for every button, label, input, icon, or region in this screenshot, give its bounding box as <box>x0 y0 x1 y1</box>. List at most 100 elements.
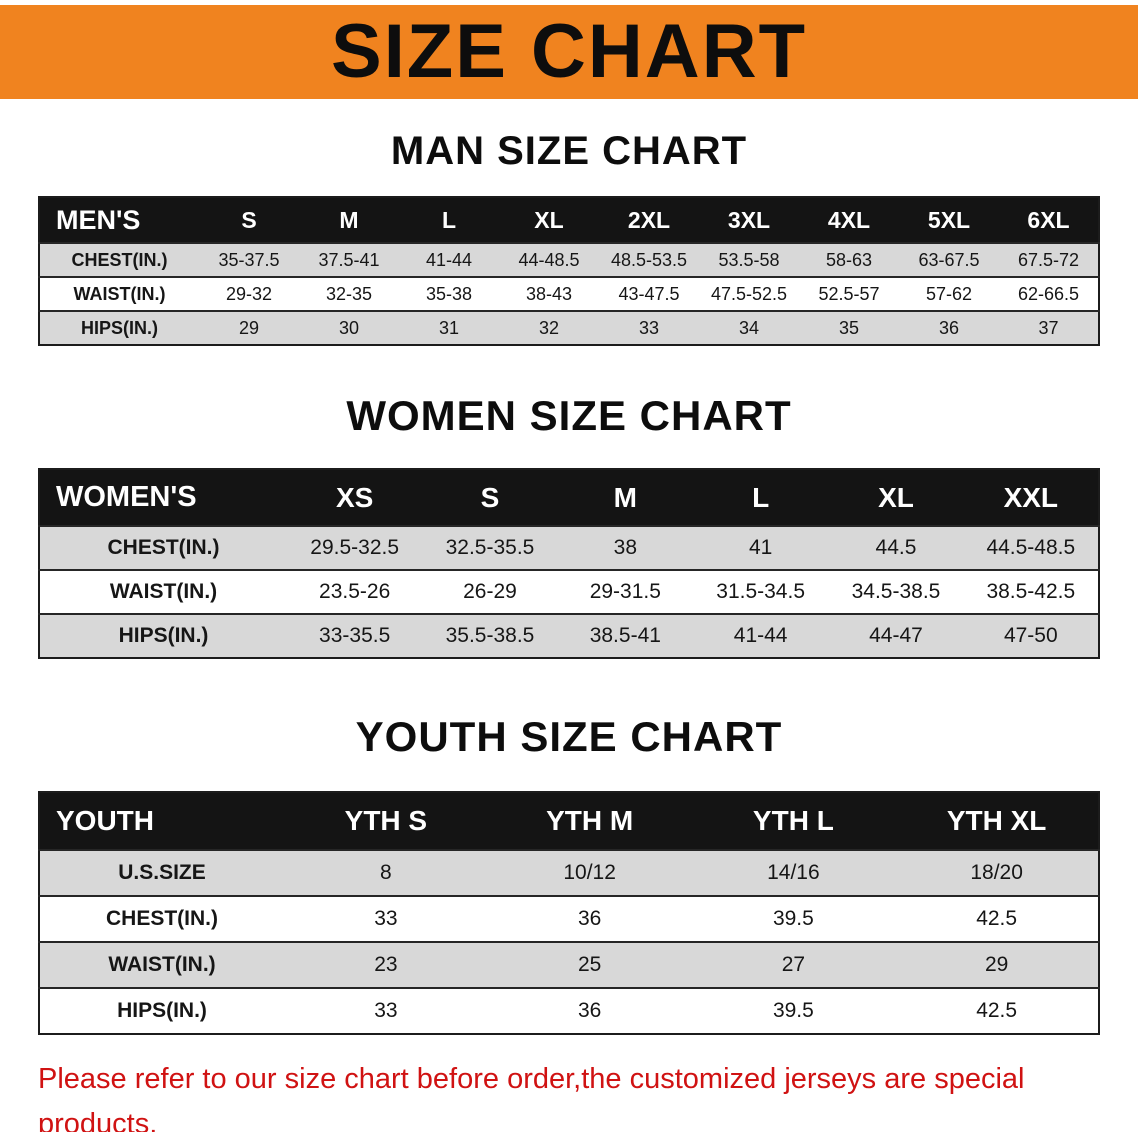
size-value: 30 <box>338 317 360 338</box>
row-label: HIPS(IN.) <box>117 999 207 1022</box>
table-row: HIPS(IN.) 33 36 39.5 42.5 <box>39 988 1099 1034</box>
size-value: 31.5-34.5 <box>716 580 806 603</box>
size-value: 35-38 <box>425 283 473 304</box>
size-column-header: S <box>199 197 299 243</box>
size-value: 35 <box>838 317 860 338</box>
size-value: 38.5-41 <box>589 624 661 647</box>
size-value: 35-37.5 <box>218 249 280 270</box>
table-category-header: MEN'S <box>39 197 199 243</box>
youth-size-chart-heading: YOUTH SIZE CHART <box>355 713 783 760</box>
table-row: CHEST(IN.) 29.5-32.5 32.5-35.5 38 41 44.5 44.5… <box>39 526 1099 570</box>
row-label: HIPS(IN.) <box>80 317 158 338</box>
size-value: 44.5 <box>875 536 917 559</box>
size-value: 23.5-26 <box>319 580 391 603</box>
size-value: 32-35 <box>325 283 373 304</box>
size-value: 14/16 <box>767 861 820 884</box>
table-header-row: YOUTH YTH S YTH M YTH L YTH XL <box>39 792 1099 850</box>
size-value: 33-35.5 <box>319 624 391 647</box>
size-value: 41-44 <box>425 249 473 270</box>
table-row: WAIST(IN.) 23 25 27 29 <box>39 942 1099 988</box>
size-column-header: 2XL <box>599 197 699 243</box>
size-value: 33 <box>374 907 398 930</box>
table-row: WAIST(IN.) 23.5-26 26-29 29-31.5 31.5-34.5 34… <box>39 570 1099 614</box>
table-row: CHEST(IN.) 35-37.5 37.5-41 41-44 44-48.5 48.5… <box>39 243 1099 277</box>
size-value: 39.5 <box>772 999 814 1022</box>
size-column-header: XS <box>287 469 423 526</box>
row-label: HIPS(IN.) <box>118 624 209 647</box>
row-label: CHEST(IN.) <box>107 536 220 559</box>
size-value: 32 <box>538 317 560 338</box>
size-value: 26-29 <box>463 580 517 603</box>
size-value: 29-32 <box>225 283 273 304</box>
size-value: 37.5-41 <box>318 249 380 270</box>
size-value: 44.5-48.5 <box>986 536 1076 559</box>
size-column-header: 4XL <box>799 197 899 243</box>
man-size-chart-heading: MAN SIZE CHART <box>390 129 748 173</box>
size-value: 42.5 <box>976 907 1018 930</box>
men-size-table: MEN'S S M L XL 2XL 3XL 4XL 5XL 6XL CHEST(IN.) 35-37… <box>38 196 1100 346</box>
size-value: 34.5-38.5 <box>851 580 941 603</box>
size-value: 38-43 <box>525 283 573 304</box>
size-value: 35.5-38.5 <box>445 624 535 647</box>
table-row: HIPS(IN.) 29 30 31 32 33 34 35 36 37 <box>39 311 1099 345</box>
row-label: WAIST(IN.) <box>73 283 166 304</box>
size-value: 47.5-52.5 <box>710 283 788 304</box>
size-column-header: YTH M <box>487 792 692 850</box>
size-column-header: 5XL <box>899 197 999 243</box>
size-value: 52.5-57 <box>818 283 880 304</box>
size-value: 36 <box>938 317 960 338</box>
size-value: 29.5-32.5 <box>310 536 400 559</box>
size-value: 53.5-58 <box>718 249 780 270</box>
table-header-row: WOMEN'S XS S M L XL XXL <box>39 469 1099 526</box>
size-column-header: M <box>557 469 693 526</box>
table-row: U.S.SIZE 8 10/12 14/16 18/20 <box>39 850 1099 896</box>
size-value: 8 <box>380 861 392 884</box>
size-value: 44-48.5 <box>518 249 580 270</box>
size-value: 67.5-72 <box>1017 249 1080 270</box>
size-column-header: M <box>299 197 399 243</box>
size-column-header: YTH L <box>691 792 896 850</box>
women-size-chart-heading: WOMEN SIZE CHART <box>346 392 792 439</box>
size-value: 63-67.5 <box>918 249 980 270</box>
order-disclaimer-note: Please refer to our size chart before or… <box>38 1057 1138 1132</box>
size-value: 44-47 <box>869 624 923 647</box>
size-column-header: XL <box>499 197 599 243</box>
size-chart-banner: SIZE CHART <box>0 5 1138 99</box>
size-value: 36 <box>577 999 602 1022</box>
size-value: 18/20 <box>970 861 1023 884</box>
size-value: 43-47.5 <box>618 283 680 304</box>
size-value: 48.5-53.5 <box>610 249 688 270</box>
size-value: 41-44 <box>733 624 788 647</box>
size-column-header: L <box>692 469 829 526</box>
row-label: U.S.SIZE <box>118 861 206 884</box>
row-label: WAIST(IN.) <box>109 580 218 603</box>
size-value: 37 <box>1038 317 1059 338</box>
size-value: 32.5-35.5 <box>445 536 535 559</box>
size-value: 33 <box>638 317 660 338</box>
table-category-header: WOMEN'S <box>39 469 287 526</box>
size-value: 10/12 <box>563 861 616 884</box>
size-value: 29 <box>238 317 260 338</box>
table-row: CHEST(IN.) 33 36 39.5 42.5 <box>39 896 1099 942</box>
size-column-header: 3XL <box>699 197 799 243</box>
size-value: 39.5 <box>772 907 814 930</box>
row-label: CHEST(IN.) <box>106 907 218 930</box>
table-row: WAIST(IN.) 29-32 32-35 35-38 38-43 43-47.5 47.… <box>39 277 1099 311</box>
size-column-header: L <box>399 197 499 243</box>
row-label: WAIST(IN.) <box>108 953 216 976</box>
table-category-header: YOUTH <box>39 792 284 850</box>
size-value: 33 <box>374 999 398 1022</box>
size-chart-page: SIZE CHART MAN SIZE CHART MEN'S S M L XL 2XL 3… <box>0 5 1138 1132</box>
size-value: 47-50 <box>1003 624 1058 647</box>
size-value: 41 <box>748 536 773 559</box>
size-value: 57-62 <box>925 283 973 304</box>
size-value: 23 <box>374 953 398 976</box>
table-row: HIPS(IN.) 33-35.5 35.5-38.5 38.5-41 41-44 44-… <box>39 614 1099 658</box>
banner-title: SIZE CHART <box>331 9 807 94</box>
size-value: 34 <box>738 317 760 338</box>
size-column-header: 6XL <box>999 197 1099 243</box>
women-size-table: WOMEN'S XS S M L XL XXL CHEST(IN.) 29.5-32.5 32.5… <box>38 468 1100 659</box>
size-value: 29 <box>984 953 1009 976</box>
size-column-header: YTH S <box>284 792 488 850</box>
size-value: 62-66.5 <box>1017 283 1080 304</box>
